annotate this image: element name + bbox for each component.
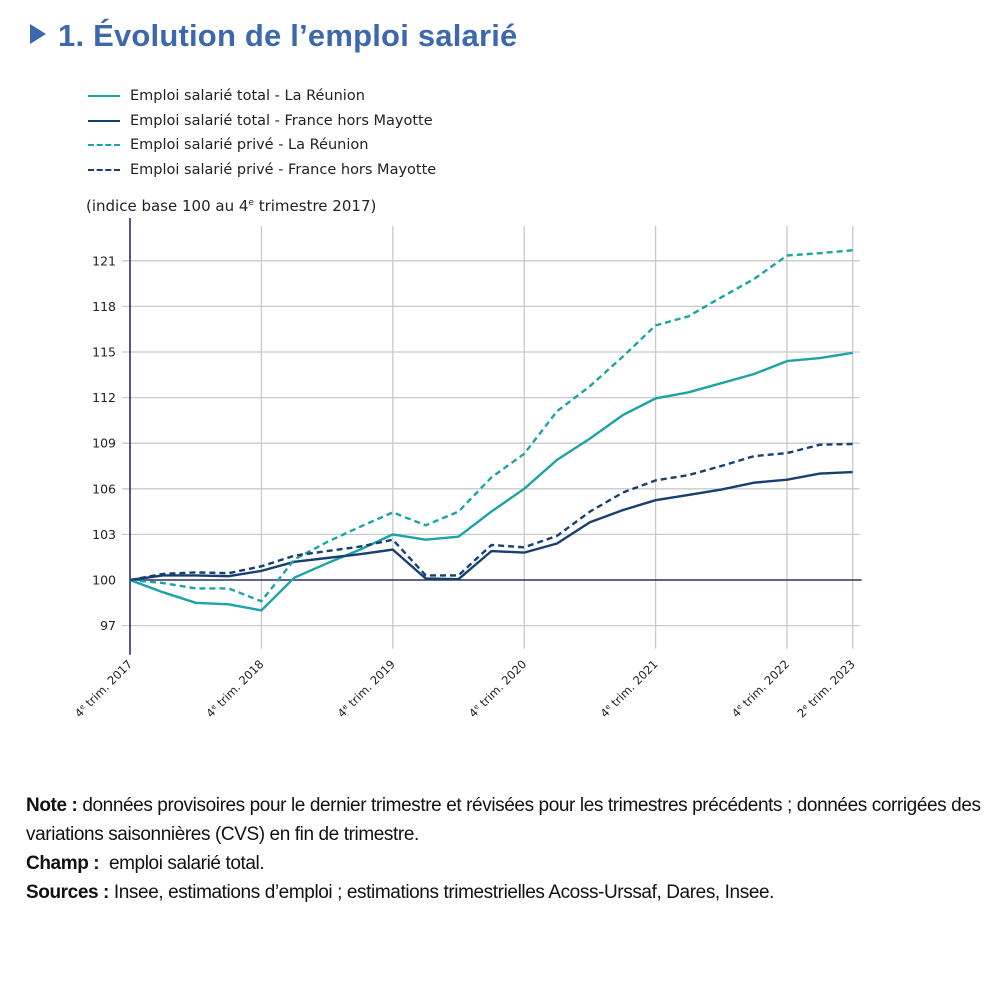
legend-label: Emploi salarié privé - France hors Mayot… (130, 161, 437, 178)
legend-label: Emploi salarié privé - La Réunion (130, 137, 369, 153)
legend-label: Emploi salarié total - France hors Mayot… (130, 112, 433, 129)
subtitle-part: trimestre 2017) (253, 197, 377, 215)
series-line-1 (129, 351, 853, 612)
y-tick-label: 112 (92, 390, 116, 405)
y-tick-label: 106 (92, 481, 116, 496)
champ-text: emploi salarié total. (99, 853, 265, 874)
triangle-bullet-icon (30, 24, 46, 44)
series-line-4 (129, 442, 853, 582)
y-tick-label: 103 (92, 527, 116, 542)
legend-item: Emploi salarié total - La Réunion (88, 84, 436, 109)
x-tick-label: 4e trim. 2022 (729, 657, 792, 720)
chart-subtitle: (indice base 100 au 4e trimestre 2017) (86, 197, 376, 215)
grid-lines (122, 226, 860, 649)
line-chart: 97 100 103 106 109 112 115 118 121 4e trim. 2017… (72, 218, 862, 720)
note-line: Note : données provisoires pour le derni… (26, 791, 984, 849)
legend-swatch-dashed-teal (88, 144, 120, 147)
sources-label: Sources : (26, 882, 109, 903)
y-tick-labels: 97 100 103 106 109 112 115 118 121 (92, 253, 116, 633)
x-tick-label: 4e trim. 2020 (466, 657, 529, 720)
legend-item: Emploi salarié total - France hors Mayot… (88, 109, 436, 134)
y-tick-label: 109 (92, 436, 116, 451)
subtitle-superscript: e (248, 198, 254, 208)
note-text: données provisoires pour le dernier trim… (26, 795, 981, 845)
x-tick-label: 4e trim. 2018 (203, 657, 266, 720)
legend-label: Emploi salarié total - La Réunion (130, 88, 365, 104)
sources-text: Insee, estimations d’emploi ; estimation… (109, 882, 775, 903)
y-tick-label: 118 (92, 299, 116, 314)
y-tick-label: 121 (92, 253, 116, 268)
x-tick-labels: 4e trim. 2017 4e trim. 2018 4e trim. 2019 4… (72, 657, 858, 720)
note-label: Note : (26, 795, 78, 816)
x-tick-label: 2e trim. 2023 (795, 657, 858, 720)
y-tick-label: 115 (92, 345, 116, 360)
series-line-3 (129, 249, 853, 603)
champ-line: Champ : emploi salarié total. (26, 849, 984, 878)
series-line-2 (129, 470, 853, 582)
chart-notes: Note : données provisoires pour le derni… (26, 791, 984, 907)
sources-line: Sources : Insee, estimations d’emploi ; … (26, 878, 984, 907)
y-tick-label: 100 (92, 573, 116, 588)
x-tick-label: 4e trim. 2021 (597, 657, 660, 720)
legend-item: Emploi salarié privé - France hors Mayot… (88, 158, 436, 183)
y-tick-label: 97 (100, 618, 116, 633)
legend-swatch-solid-teal (88, 95, 120, 98)
chart-legend: Emploi salarié total - La Réunion Emploi… (88, 84, 436, 182)
legend-swatch-dashed-navy (88, 168, 120, 171)
champ-label: Champ : (26, 853, 100, 874)
chart-title-text: 1. Évolution de l’emploi salarié (58, 18, 518, 53)
series-lines (129, 249, 853, 612)
legend-swatch-solid-navy (88, 119, 120, 122)
chart-title: 1. Évolution de l’emploi salarié (30, 18, 517, 54)
x-tick-label: 4e trim. 2017 (72, 657, 135, 720)
x-tick-label: 4e trim. 2019 (335, 657, 398, 720)
axes (129, 218, 862, 655)
subtitle-part: (indice base 100 au 4 (86, 197, 249, 215)
legend-item: Emploi salarié privé - La Réunion (88, 133, 436, 158)
